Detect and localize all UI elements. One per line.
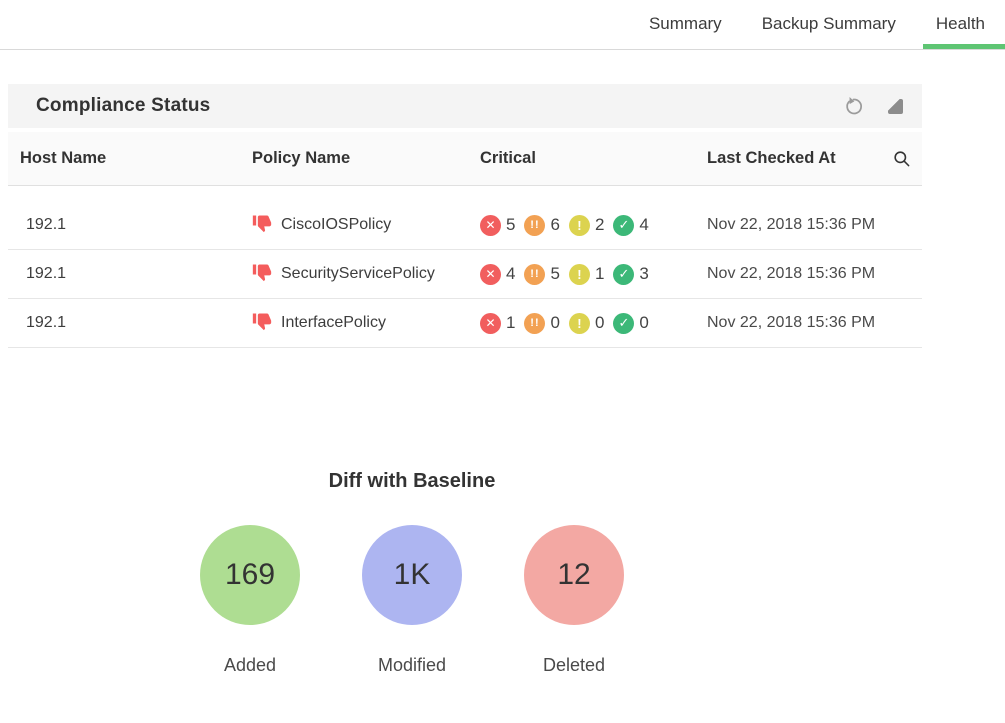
warning-count: 0	[550, 313, 560, 332]
attention-count: 2	[594, 215, 605, 234]
deleted-label: Deleted	[542, 655, 606, 675]
warning-count: 6	[550, 215, 560, 234]
error-icon	[480, 263, 501, 285]
diff-item-deleted: 12 Deleted	[524, 525, 624, 676]
added-label: Added	[223, 655, 277, 675]
warning-icon	[524, 312, 546, 334]
critical-cell: 5 6 2 4	[480, 214, 707, 236]
tab-summary[interactable]: Summary	[648, 14, 722, 33]
attention-count: 1	[594, 264, 605, 283]
error-count: 1	[506, 313, 516, 332]
warning-icon	[524, 263, 546, 285]
success-count: 3	[639, 264, 649, 283]
error-count: 4	[506, 264, 516, 283]
success-count: 0	[639, 313, 649, 332]
last-checked-cell: Nov 22, 2018 15:36 PM	[707, 314, 876, 331]
critical-cell: 4 5 1 3	[480, 263, 707, 285]
modified-label: Modified	[377, 655, 447, 675]
attention-icon	[568, 263, 590, 285]
deleted-bubble[interactable]: 12	[524, 525, 624, 625]
policy-name: InterfacePolicy	[281, 314, 386, 331]
policy-name: SecurityServicePolicy	[281, 265, 435, 282]
refresh-icon[interactable]	[842, 95, 864, 117]
success-count: 4	[639, 215, 649, 234]
panel-title: Compliance Status	[36, 95, 211, 116]
tab-backup-summary[interactable]: Backup Summary	[761, 14, 896, 33]
column-header-critical: Critical	[480, 149, 536, 167]
panel-header: Compliance Status	[8, 84, 922, 132]
error-icon	[480, 312, 501, 334]
search-icon[interactable]	[890, 148, 912, 170]
diff-with-baseline-section: Diff with Baseline 169 Added 1K Modified…	[200, 470, 624, 676]
compliance-status-panel: Compliance Status Host Name Policy Name …	[8, 84, 922, 348]
table-row[interactable]: 192.1 SecurityServicePolicy 4 5 1 3 Nov …	[8, 250, 922, 299]
last-checked-cell: Nov 22, 2018 15:36 PM	[707, 216, 876, 233]
host-name-cell: 192.1	[26, 216, 67, 233]
success-icon	[613, 214, 635, 236]
error-icon	[480, 214, 501, 236]
critical-cell: 1 0 0 0	[480, 312, 707, 334]
success-icon	[613, 312, 635, 334]
tab-health[interactable]: Health	[922, 0, 1005, 49]
policy-cell: InterfacePolicy	[252, 311, 480, 336]
warning-icon	[524, 214, 546, 236]
diff-title: Diff with Baseline	[328, 470, 496, 492]
thumbs-down-icon	[252, 262, 272, 287]
table-row[interactable]: 192.1 InterfacePolicy 1 0 0 0 Nov 22, 20…	[8, 299, 922, 348]
host-name-cell: 192.1	[26, 314, 67, 331]
diff-item-added: 169 Added	[200, 525, 300, 676]
success-icon	[613, 263, 635, 285]
table-header: Host Name Policy Name Critical Last Chec…	[8, 132, 922, 186]
host-name-cell: 192.1	[26, 265, 67, 282]
attention-icon	[568, 312, 590, 334]
attention-count: 0	[594, 313, 605, 332]
policy-name: CiscoIOSPolicy	[281, 216, 392, 233]
thumbs-down-icon	[252, 213, 272, 238]
column-header-host-name: Host Name	[20, 149, 107, 167]
panel-actions	[842, 95, 906, 117]
expand-icon[interactable]	[884, 95, 906, 117]
column-header-last-checked: Last Checked At	[707, 149, 836, 167]
last-checked-cell: Nov 22, 2018 15:36 PM	[707, 265, 876, 282]
column-header-policy-name: Policy Name	[252, 149, 351, 167]
policy-cell: SecurityServicePolicy	[252, 262, 480, 287]
diff-bubbles: 169 Added 1K Modified 12 Deleted	[200, 525, 624, 676]
added-bubble[interactable]: 169	[200, 525, 300, 625]
error-count: 5	[506, 215, 516, 234]
table-row[interactable]: 192.1 CiscoIOSPolicy 5 6 2 4 Nov 22, 201…	[8, 186, 922, 250]
policy-cell: CiscoIOSPolicy	[252, 213, 480, 238]
top-nav: Summary Backup Summary Health	[0, 0, 1005, 50]
modified-bubble[interactable]: 1K	[362, 525, 462, 625]
warning-count: 5	[550, 264, 560, 283]
thumbs-down-icon	[252, 311, 272, 336]
attention-icon	[568, 214, 590, 236]
diff-item-modified: 1K Modified	[362, 525, 462, 676]
